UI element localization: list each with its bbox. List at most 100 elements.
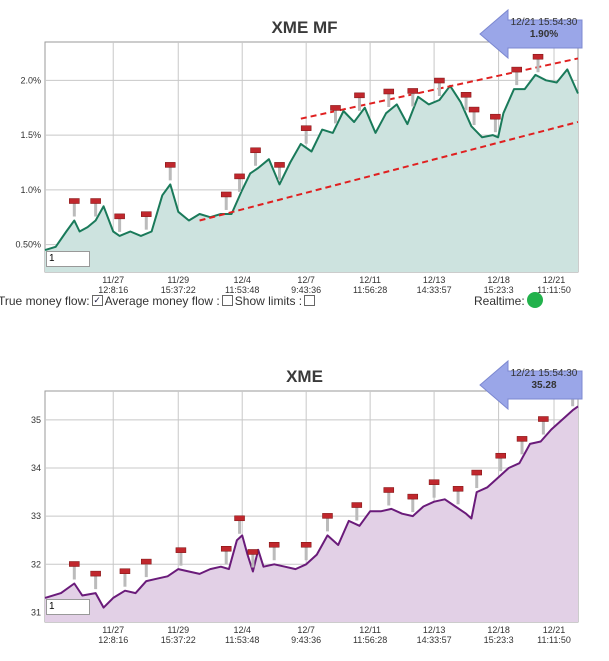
y-tick-label: 1.0% (20, 185, 41, 195)
event-marker (330, 105, 341, 111)
event-marker (490, 113, 501, 120)
x-tick-time: 14:33:57 (417, 285, 452, 295)
event-marker (234, 173, 245, 180)
show-limits-label: Show limits : (234, 293, 303, 308)
event-marker (468, 106, 480, 113)
mf-chart-panel: 0.50% 1.0% 1.5% 2.0% 11/27 12:8:16 11/29 15:37:… (0, 0, 609, 330)
x-tick-date: 11/29 (167, 275, 189, 285)
y-tick-label: 31 (31, 607, 41, 617)
price-range-input[interactable]: 1 (46, 599, 90, 615)
event-marker (460, 92, 472, 98)
x-tick-date: 12/4 (233, 625, 251, 635)
event-marker (220, 546, 232, 552)
event-marker (268, 542, 280, 548)
event-marker (175, 547, 187, 553)
event-marker (90, 570, 101, 577)
event-marker (234, 515, 245, 522)
true-money-flow-checkbox[interactable]: ✓ (91, 295, 103, 307)
event-marker (383, 487, 395, 493)
y-tick-label: 34 (31, 463, 41, 473)
x-tick-time: 11:11:50 (537, 285, 571, 295)
mf-chart-title: XME MF (271, 18, 338, 37)
x-tick-time: 12:8:16 (98, 635, 128, 645)
x-tick-date: 12/7 (297, 275, 315, 285)
event-marker (538, 416, 549, 422)
y-tick-label: 0.50% (15, 240, 41, 250)
x-tick-date: 12/21 (543, 275, 566, 285)
x-tick-date: 12/11 (359, 275, 381, 285)
event-marker (407, 88, 419, 94)
event-marker (300, 542, 312, 548)
event-marker (532, 53, 544, 60)
event-marker (69, 198, 80, 204)
green-circle-icon[interactable] (527, 292, 543, 308)
x-tick-time: 15:23:3 (484, 635, 514, 645)
mf-flag-value: 1.90% (529, 29, 559, 40)
average-money-flow-label: Average money flow : (104, 293, 220, 308)
realtime-label: Realtime: (474, 294, 525, 308)
x-tick-date: 11/29 (167, 625, 189, 635)
event-marker (471, 469, 482, 476)
event-marker (300, 125, 312, 131)
y-tick-label: 32 (31, 559, 41, 569)
y-tick-label: 33 (31, 511, 41, 521)
event-marker (322, 513, 333, 519)
event-marker (247, 549, 259, 555)
x-tick-time: 11:53:48 (225, 635, 259, 645)
price-flag-value: 35.28 (531, 380, 557, 391)
y-tick-label: 1.5% (20, 130, 41, 140)
event-marker (383, 88, 395, 95)
x-tick-date: 11/27 (102, 625, 124, 635)
event-marker (452, 486, 464, 492)
x-tick-time: 9:43:36 (291, 285, 321, 295)
event-marker (351, 502, 363, 508)
x-tick-date: 12/18 (487, 625, 510, 635)
x-tick-date: 12/21 (543, 625, 566, 635)
mf-range-input[interactable]: 1 (46, 251, 90, 267)
x-tick-date: 12/13 (423, 275, 446, 285)
x-tick-date: 11/27 (102, 275, 124, 285)
x-tick-time: 15:37:22 (161, 635, 196, 645)
event-marker (274, 162, 285, 168)
series-area (45, 406, 578, 622)
mf-latest-flag: 12/21 15:54:30 1.90% (478, 8, 586, 60)
event-marker (516, 436, 528, 442)
event-marker (428, 479, 440, 485)
event-marker (69, 561, 80, 567)
y-tick-label: 2.0% (20, 75, 41, 85)
event-marker (511, 66, 522, 73)
x-tick-date: 12/4 (233, 275, 251, 285)
x-tick-time: 12:8:16 (98, 285, 128, 295)
event-marker (434, 77, 445, 84)
price-chart-panel: 31 32 33 34 35 11/27 12:8:16 11/29 15:37:22 12/4 1… (0, 345, 609, 661)
x-tick-time: 11:11:50 (537, 635, 571, 645)
show-limits-checkbox[interactable] (304, 295, 316, 307)
x-tick-time: 11:56:28 (353, 635, 387, 645)
series-area (45, 69, 578, 273)
event-marker (90, 198, 101, 204)
x-tick-date: 12/11 (359, 625, 381, 635)
event-marker (141, 558, 152, 565)
event-marker (114, 213, 125, 220)
event-marker (119, 568, 131, 574)
average-money-flow-checkbox[interactable] (221, 295, 233, 307)
event-marker (495, 452, 506, 459)
event-marker (220, 191, 232, 198)
trendline (199, 120, 579, 222)
event-marker (354, 92, 365, 99)
x-tick-time: 11:56:28 (353, 285, 387, 295)
left-arrow-flag-icon (479, 359, 583, 411)
x-tick-date: 12/7 (297, 625, 315, 635)
y-tick-label: 35 (31, 415, 41, 425)
event-marker (165, 162, 176, 168)
price-flag-time: 12/21 15:54:30 (510, 368, 578, 379)
price-chart-svg: 313233343511/2712:8:1611/2915:37:2212/41… (31, 388, 579, 645)
x-tick-time: 14:33:57 (417, 635, 452, 645)
left-arrow-flag-icon (479, 8, 583, 60)
mf-flag-time: 12/21 15:54:30 (510, 17, 578, 28)
series-line (44, 68, 579, 252)
x-tick-date: 12/18 (487, 275, 510, 285)
event-marker (407, 493, 419, 500)
x-tick-date: 12/13 (423, 625, 446, 635)
